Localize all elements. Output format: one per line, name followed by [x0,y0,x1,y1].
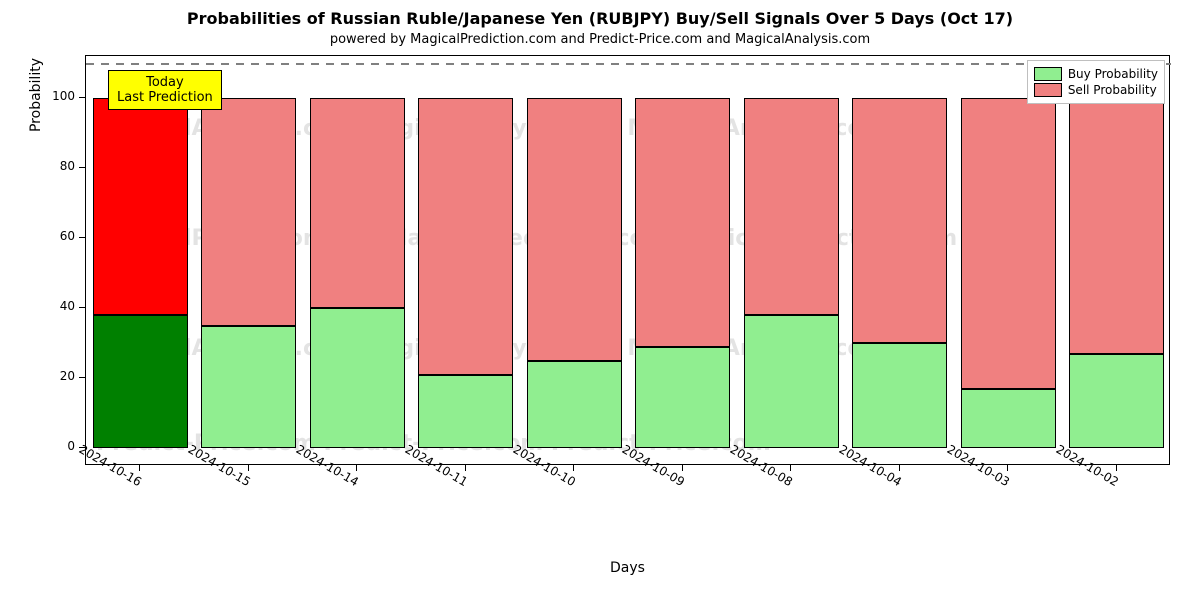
sell-bar [93,98,188,315]
buy-bar [310,308,405,448]
today-annotation: Today Last Prediction [108,70,222,110]
sell-bar [527,98,622,361]
y-tick-label: 80 [37,159,75,173]
legend: Buy Probability Sell Probability [1027,60,1165,104]
y-tick [79,167,85,168]
chart-container: Probabilities of Russian Ruble/Japanese … [0,0,1200,600]
x-tick [139,465,140,471]
x-tick [1116,465,1117,471]
x-tick [465,465,466,471]
sell-bar [310,98,405,308]
y-tick [79,307,85,308]
plot-area: MagicalAnalysis.com MagicalAnalysis.com … [85,55,1170,465]
sell-bar [635,98,730,347]
legend-item: Buy Probability [1034,67,1158,81]
x-tick [248,465,249,471]
dashed-guide-line [86,63,1171,65]
x-tick [573,465,574,471]
chart-subtitle: powered by MagicalPrediction.com and Pre… [0,32,1200,47]
x-tick [356,465,357,471]
sell-bar [852,98,947,343]
buy-bar [93,315,188,448]
y-tick [79,237,85,238]
legend-item: Sell Probability [1034,83,1158,97]
annotation-line-1: Today [117,75,213,90]
y-tick-label: 20 [37,369,75,383]
x-tick [899,465,900,471]
legend-swatch [1034,83,1062,97]
y-tick [79,97,85,98]
legend-label: Sell Probability [1068,83,1157,97]
y-tick-label: 40 [37,299,75,313]
y-tick-label: 60 [37,229,75,243]
chart-title: Probabilities of Russian Ruble/Japanese … [0,9,1200,28]
sell-bar [418,98,513,375]
y-axis-label: Probability [28,0,44,300]
x-tick [790,465,791,471]
sell-bar [201,98,296,326]
x-tick [1007,465,1008,471]
x-axis-label: Days [85,560,1170,576]
annotation-line-2: Last Prediction [117,90,213,105]
sell-bar [961,98,1056,389]
sell-bar [1069,98,1164,354]
x-tick [682,465,683,471]
legend-swatch [1034,67,1062,81]
sell-bar [744,98,839,315]
buy-bar [201,326,296,449]
buy-bar [744,315,839,448]
legend-label: Buy Probability [1068,67,1158,81]
buy-bar [1069,354,1164,449]
y-tick [79,377,85,378]
y-tick-label: 100 [37,89,75,103]
